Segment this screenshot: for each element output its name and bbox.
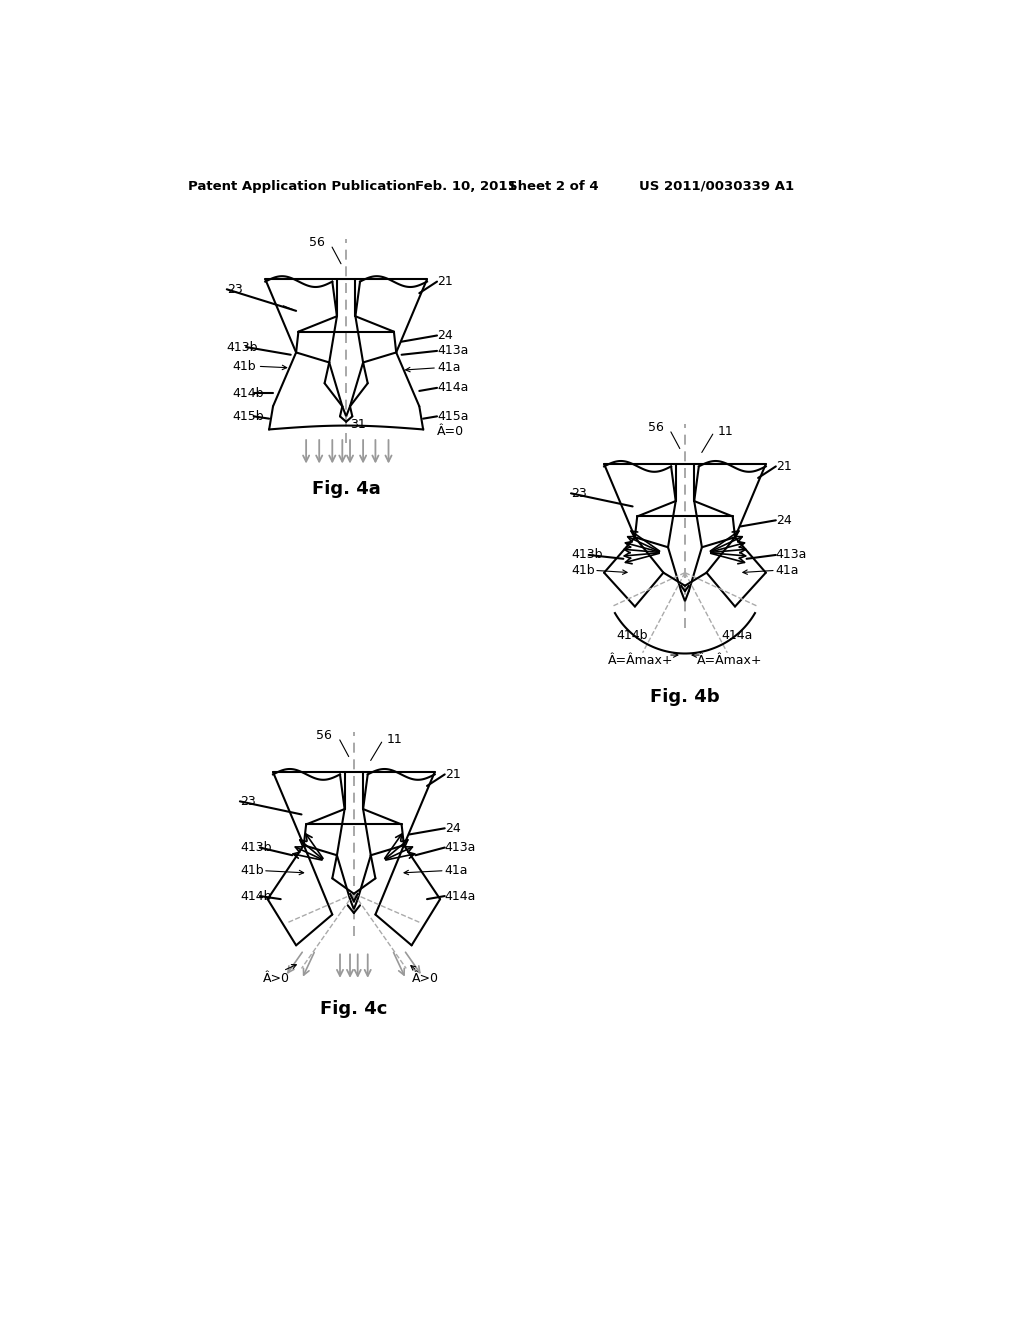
Text: 23: 23 — [240, 795, 256, 808]
Text: 41a: 41a — [776, 564, 800, 577]
Text: 414a: 414a — [437, 381, 468, 395]
Text: 24: 24 — [437, 329, 453, 342]
Text: 414a: 414a — [722, 630, 753, 643]
Text: Â>0: Â>0 — [412, 972, 438, 985]
Text: 41a: 41a — [437, 362, 461, 375]
Text: 414b: 414b — [240, 890, 271, 903]
Text: Fig. 4b: Fig. 4b — [650, 689, 720, 706]
Text: Fig. 4c: Fig. 4c — [321, 1001, 387, 1018]
Text: 11: 11 — [717, 425, 733, 438]
Text: 415b: 415b — [232, 409, 264, 422]
Text: 23: 23 — [226, 282, 243, 296]
Text: 414a: 414a — [444, 890, 476, 903]
Text: Feb. 10, 2011: Feb. 10, 2011 — [416, 180, 517, 193]
Text: 11: 11 — [386, 733, 402, 746]
Text: Â>0: Â>0 — [263, 972, 290, 985]
Text: 41b: 41b — [240, 865, 263, 878]
Text: 413b: 413b — [240, 841, 271, 854]
Text: 21: 21 — [444, 768, 461, 781]
Text: 41b: 41b — [571, 564, 595, 577]
Text: 414b: 414b — [616, 630, 648, 643]
Text: Fig. 4a: Fig. 4a — [311, 480, 381, 499]
Text: 56: 56 — [647, 421, 664, 434]
Text: 23: 23 — [571, 487, 587, 500]
Text: 41b: 41b — [232, 360, 256, 372]
Text: 413a: 413a — [444, 841, 476, 854]
Text: Â=0: Â=0 — [437, 425, 464, 438]
Text: 415a: 415a — [437, 409, 469, 422]
Text: 21: 21 — [437, 275, 453, 288]
Text: 413a: 413a — [437, 345, 468, 358]
Text: Â=Âmax+: Â=Âmax+ — [607, 653, 673, 667]
Text: Â=Âmax+: Â=Âmax+ — [697, 653, 763, 667]
Text: 413a: 413a — [776, 548, 807, 561]
Text: 31: 31 — [350, 418, 366, 432]
Text: Patent Application Publication: Patent Application Publication — [188, 180, 416, 193]
Text: 21: 21 — [776, 459, 792, 473]
Text: 24: 24 — [444, 822, 461, 834]
Text: 414b: 414b — [232, 387, 264, 400]
Text: 56: 56 — [308, 236, 325, 249]
Text: 413b: 413b — [226, 341, 258, 354]
Text: Sheet 2 of 4: Sheet 2 of 4 — [508, 180, 598, 193]
Text: 413b: 413b — [571, 548, 602, 561]
Text: 24: 24 — [776, 513, 792, 527]
Text: 56: 56 — [316, 729, 333, 742]
Text: US 2011/0030339 A1: US 2011/0030339 A1 — [639, 180, 794, 193]
Text: 41a: 41a — [444, 865, 468, 878]
